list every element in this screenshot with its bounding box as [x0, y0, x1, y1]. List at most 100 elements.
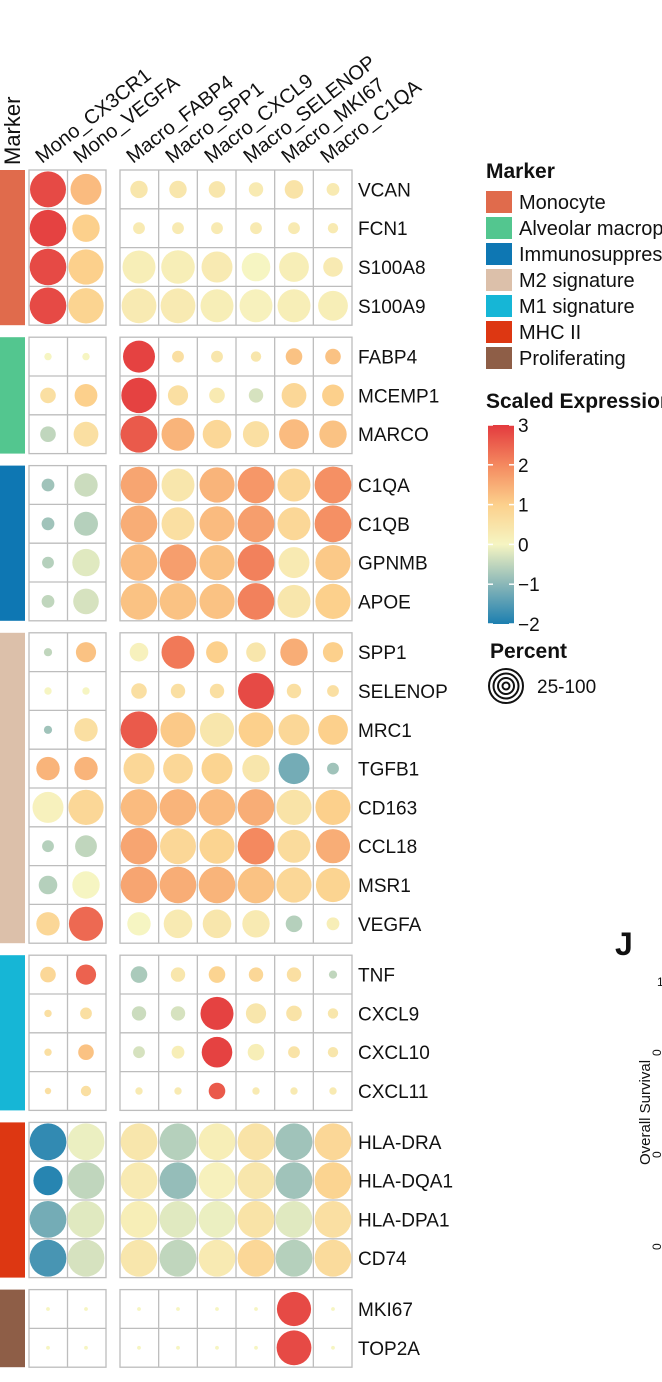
legend-label: Monocyte	[519, 192, 606, 214]
dot-spp1-mono_vegfa	[75, 642, 97, 663]
dot-top2a-macro_spp1	[176, 1345, 180, 1350]
dot-top2a-mono_vegfa	[84, 1345, 88, 1350]
dot-ccl18-macro_spp1	[160, 828, 196, 865]
color-scale-tick-label: 0	[518, 535, 529, 556]
dot-vcan-macro_selenop	[248, 182, 264, 197]
dot-cxcl10-macro_fabp4	[133, 1046, 145, 1059]
dot-spp1-mono_cx3cr1	[43, 648, 53, 657]
dot-tgfb1-macro_cxcl9	[201, 753, 233, 785]
dot-c1qa-macro_fabp4	[120, 466, 158, 504]
gene-labels: VCAN FCN1 S100A8 S100A9 FABP4 MCEMP1 MARCO C1QA…	[358, 180, 453, 1359]
dot-apoe-mono_cx3cr1	[41, 595, 55, 608]
dot-hla-dpa1-macro_spp1	[159, 1201, 197, 1238]
dot-mrc1-mono_vegfa	[74, 718, 98, 742]
dot-vegfa-macro_selenop	[242, 910, 270, 938]
dot-ccl18-macro_selenop	[237, 827, 275, 865]
legend-swatch	[486, 191, 512, 213]
dot-tnf-macro_cxcl9	[208, 966, 226, 983]
dot-tgfb1-macro_selenop	[242, 754, 270, 783]
dot-cxcl9-macro_selenop	[245, 1003, 267, 1024]
dot-spp1-macro_selenop	[246, 642, 266, 662]
dot-cxcl11-macro_cxcl9	[208, 1082, 226, 1100]
dot-grid	[28, 169, 353, 1368]
dot-c1qa-mono_vegfa	[74, 473, 98, 497]
color-scale-tick-label: 3	[518, 416, 529, 437]
gene-label: CD163	[358, 798, 417, 819]
gene-label: FCN1	[358, 219, 408, 240]
dot-tnf-mono_vegfa	[75, 964, 97, 985]
dot-msr1-macro_fabp4	[120, 866, 158, 904]
panel-j-tick: 0	[650, 1243, 662, 1250]
dot-vcan-macro_mki67	[284, 180, 304, 199]
dot-mrc1-macro_cxcl9	[199, 712, 235, 747]
dot-apoe-macro_spp1	[159, 583, 197, 620]
marker-bar-column	[0, 170, 25, 1368]
dot-selenop-macro_cxcl9	[209, 683, 225, 699]
dot-ccl18-macro_cxcl9	[199, 828, 235, 864]
dot-spp1-macro_c1qa	[322, 642, 344, 663]
panel-j-label: J	[615, 926, 633, 962]
color-scale-bar	[488, 425, 514, 624]
dot-tgfb1-macro_mki67	[278, 753, 310, 785]
dot-selenop-macro_selenop	[238, 673, 274, 709]
dot-s100a8-mono_cx3cr1	[29, 248, 67, 286]
grid-block	[28, 464, 107, 622]
dot-cxcl10-mono_vegfa	[78, 1044, 94, 1060]
legend-label: M2 signature	[519, 270, 635, 292]
dot-fabp4-mono_vegfa	[82, 352, 90, 361]
dot-cd74-macro_cxcl9	[198, 1239, 236, 1277]
dot-hla-dra-macro_spp1	[159, 1123, 197, 1161]
dot-c1qb-macro_c1qa	[314, 505, 352, 543]
grid-block	[28, 169, 107, 326]
gene-label: MRC1	[358, 721, 412, 742]
marker-bar-m1-signature	[0, 955, 25, 1111]
dot-gpnmb-macro_spp1	[159, 544, 197, 581]
dot-selenop-macro_c1qa	[327, 685, 339, 697]
dot-fabp4-macro_selenop	[250, 351, 262, 362]
dot-tnf-macro_mki67	[286, 967, 302, 982]
dot-selenop-macro_fabp4	[131, 683, 147, 699]
dot-cxcl10-macro_mki67	[288, 1046, 300, 1059]
dot-mki67-macro_spp1	[176, 1307, 180, 1311]
dot-msr1-macro_spp1	[159, 866, 197, 904]
dot-c1qa-macro_cxcl9	[199, 467, 235, 503]
dot-vegfa-macro_spp1	[163, 909, 193, 939]
dot-msr1-macro_mki67	[276, 867, 312, 903]
dot-mki67-mono_cx3cr1	[46, 1307, 50, 1311]
dot-s100a9-mono_vegfa	[68, 288, 104, 324]
dot-vegfa-macro_mki67	[285, 915, 303, 933]
dot-c1qa-macro_spp1	[161, 468, 195, 502]
gene-label: TOP2A	[358, 1339, 420, 1360]
dot-cd163-macro_fabp4	[120, 789, 158, 826]
dot-hla-dra-macro_mki67	[275, 1123, 313, 1161]
dot-s100a8-macro_cxcl9	[201, 251, 233, 283]
dot-hla-dpa1-macro_selenop	[237, 1201, 275, 1238]
grid-block	[119, 954, 353, 1112]
dot-hla-dra-macro_fabp4	[120, 1123, 158, 1161]
gene-label: MSR1	[358, 876, 411, 897]
dot-hla-dqa1-macro_selenop	[237, 1162, 275, 1199]
dot-tnf-macro_c1qa	[328, 970, 338, 979]
panel-j-tick: 0	[650, 1151, 662, 1158]
dot-fcn1-macro_cxcl9	[211, 222, 223, 235]
grid-block	[119, 169, 353, 326]
grid-block	[119, 336, 353, 455]
dot-cxcl10-macro_cxcl9	[201, 1036, 233, 1068]
dot-fcn1-mono_cx3cr1	[29, 209, 67, 247]
grid-block	[119, 632, 353, 944]
color-scale-title: Scaled Expression	[486, 390, 662, 413]
dot-c1qa-mono_cx3cr1	[41, 478, 55, 492]
panel-j-ylabel: Overall Survival	[637, 1060, 654, 1165]
dot-cxcl11-mono_vegfa	[80, 1085, 92, 1097]
dot-c1qa-macro_c1qa	[314, 466, 352, 504]
dot-hla-dra-mono_vegfa	[67, 1123, 105, 1161]
dot-cxcl9-macro_fabp4	[131, 1006, 147, 1021]
dot-mcemp1-mono_cx3cr1	[40, 387, 56, 404]
dot-c1qb-macro_cxcl9	[199, 506, 235, 542]
marker-axis-label: Marker	[0, 97, 25, 165]
legend-swatch	[486, 243, 512, 265]
dot-fcn1-macro_mki67	[288, 222, 300, 235]
legend-swatch	[486, 295, 512, 317]
gene-label: CCL18	[358, 837, 417, 858]
